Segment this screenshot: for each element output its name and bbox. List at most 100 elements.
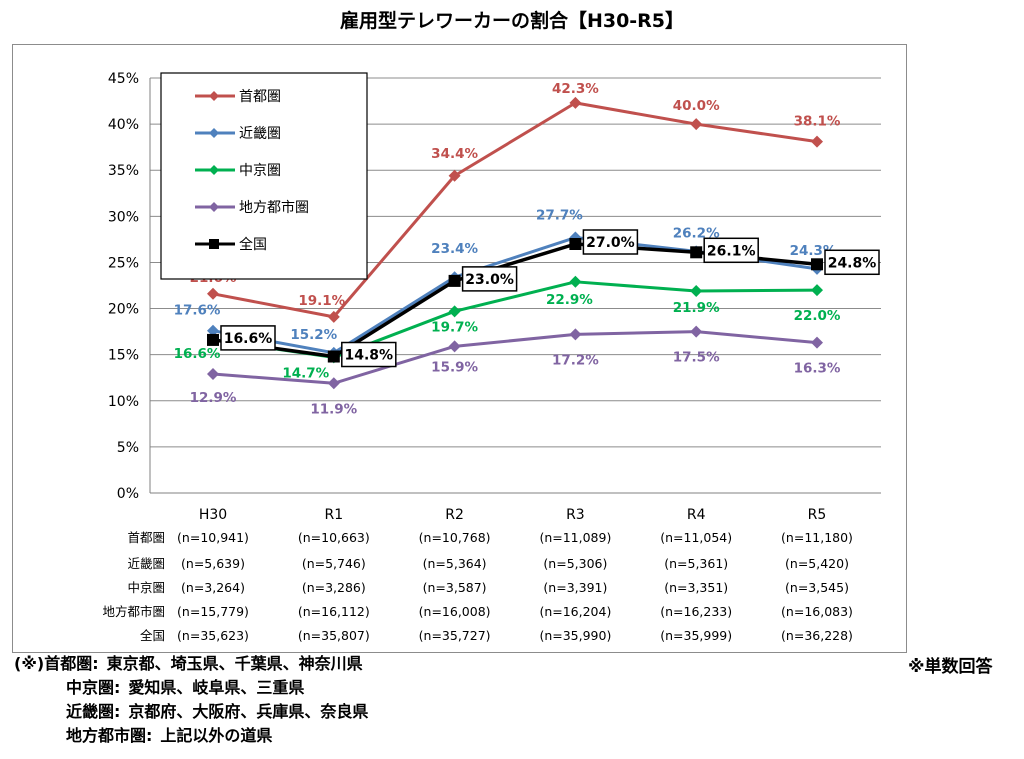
data-label: 12.9% [190,390,237,406]
data-label: 21.9% [673,300,720,316]
data-label: 27.7% [536,208,583,224]
chart-frame: 0% 5% 10% 15% 20% 25% 30% 35% 40% 45% H30 R1 R2 R3 R4 R… [12,44,907,653]
data-label: 19.1% [298,293,345,309]
y-tick-label: 25% [108,255,139,271]
y-tick-label: 40% [108,117,139,133]
footnote-label: 近畿圏: [66,702,121,721]
data-label: 40.0% [673,98,720,114]
series-marker [448,169,461,182]
series-marker [811,135,823,148]
sample-size-cell: (n=5,420) [785,556,849,571]
y-tick-label: 10% [108,394,139,410]
y-tick-label: 45% [108,71,139,87]
series-marker [690,246,703,259]
y-tick-label: 5% [117,440,139,456]
footnote-text: 上記以外の道県 [160,726,273,745]
data-label: 16.6% [224,331,273,347]
sample-row-label: 中京圏 [127,580,165,595]
series-marker [327,350,340,363]
sample-size-cell: (n=11,180) [781,530,853,545]
series-marker [569,238,582,250]
y-tick-label: 35% [108,163,139,179]
sample-row-label: 全国 [140,628,165,643]
x-tick-label: R3 [566,507,585,523]
series-marker [327,377,340,390]
data-label: 26.1% [707,243,756,259]
footnote-label: 首都圏: [44,654,99,673]
data-label: 11.9% [310,401,357,417]
y-tick-label: 15% [108,348,139,364]
sample-row-label: 地方都市圏 [102,604,165,619]
footnote-prefix: (※) [14,654,45,673]
footnote-text: 東京都、埼玉県、千葉県、神奈川県 [106,654,363,673]
legend-label: 全国 [239,236,267,253]
sample-size-cell: (n=15,779) [177,604,249,619]
legend-label: 地方都市圏 [239,199,309,216]
series-marker [811,284,823,297]
series-marker [448,305,461,318]
data-label: 23.0% [465,272,514,288]
sample-size-cell: (n=3,545) [785,580,849,595]
footnote-label: 中京圏: [66,678,121,697]
data-label: 17.2% [552,352,599,368]
sample-size-cell: (n=10,768) [419,530,491,545]
footnote-text: 愛知県、岐阜県、三重県 [128,678,305,697]
legend-marker [209,202,219,212]
x-tick-label: R5 [808,507,827,523]
sample-size-cell: (n=35,999) [660,628,732,643]
series-marker [690,325,703,338]
data-label: 19.7% [431,319,478,335]
footnote-label: 地方都市圏: [66,726,153,745]
series-marker [207,368,219,381]
data-label: 17.6% [174,303,221,319]
sample-size-cell: (n=35,807) [298,628,370,643]
footnote-line-4: 地方都市圏: 上記以外の道県 [14,724,368,748]
series-marker [207,333,219,346]
footnotes: (※)首都圏: 東京都、埼玉県、千葉県、神奈川県 中京圏: 愛知県、岐阜県、三重県 … [14,652,368,748]
data-label: 16.3% [794,361,841,377]
sample-size-cell: (n=10,941) [177,530,249,545]
sample-size-cell: (n=3,587) [423,580,487,595]
sample-size-cell: (n=5,306) [543,556,607,571]
data-label-box [341,341,397,368]
sample-size-cell: (n=3,286) [302,580,366,595]
series-marker [569,328,582,341]
legend-marker [209,128,219,138]
sample-row-label: 近畿圏 [127,556,165,571]
legend-marker [209,239,219,249]
sample-size-cell: (n=16,112) [298,604,370,619]
sample-size-cell: (n=16,233) [660,604,732,619]
data-label: 14.7% [282,365,329,381]
sample-size-cell: (n=35,727) [419,628,491,643]
x-tick-label: R1 [324,507,343,523]
series-marker [811,258,823,271]
chart-title: 雇用型テレワーカーの割合【H30-R5】 [339,10,685,32]
footnote-line-3: 近畿圏: 京都府、大阪府、兵庫県、奈良県 [14,700,368,724]
footnote-text: 京都府、大阪府、兵庫県、奈良県 [128,702,369,721]
sample-size-cell: (n=5,639) [181,556,245,571]
sample-size-cell: (n=10,663) [298,530,370,545]
legend-marker [209,91,219,101]
data-label: 16.6% [174,346,221,362]
sample-size-cell: (n=35,623) [177,628,249,643]
sample-size-cell: (n=3,351) [664,580,728,595]
sample-size-cell: (n=16,083) [781,604,853,619]
data-label-box [824,249,880,276]
sample-size-cell: (n=11,054) [660,530,732,545]
y-tick-label: 0% [117,486,139,502]
data-label: 38.1% [794,114,841,130]
data-label: 27.0% [586,235,635,251]
data-label: 17.5% [673,350,720,366]
data-label: 24.8% [828,255,877,271]
x-tick-label: R4 [687,507,706,523]
data-label: 23.4% [431,241,478,257]
y-tick-label: 20% [108,302,139,318]
sample-size-cell: (n=11,089) [539,530,611,545]
legend-marker [209,165,219,175]
footnote-line-2: 中京圏: 愛知県、岐阜県、三重県 [14,676,368,700]
series-marker [207,324,219,337]
data-label: 14.8% [345,348,394,364]
sample-size-cell: (n=36,228) [781,628,853,643]
sample-row-label: 首都圏 [127,530,165,545]
sample-size-cell: (n=3,391) [543,580,607,595]
